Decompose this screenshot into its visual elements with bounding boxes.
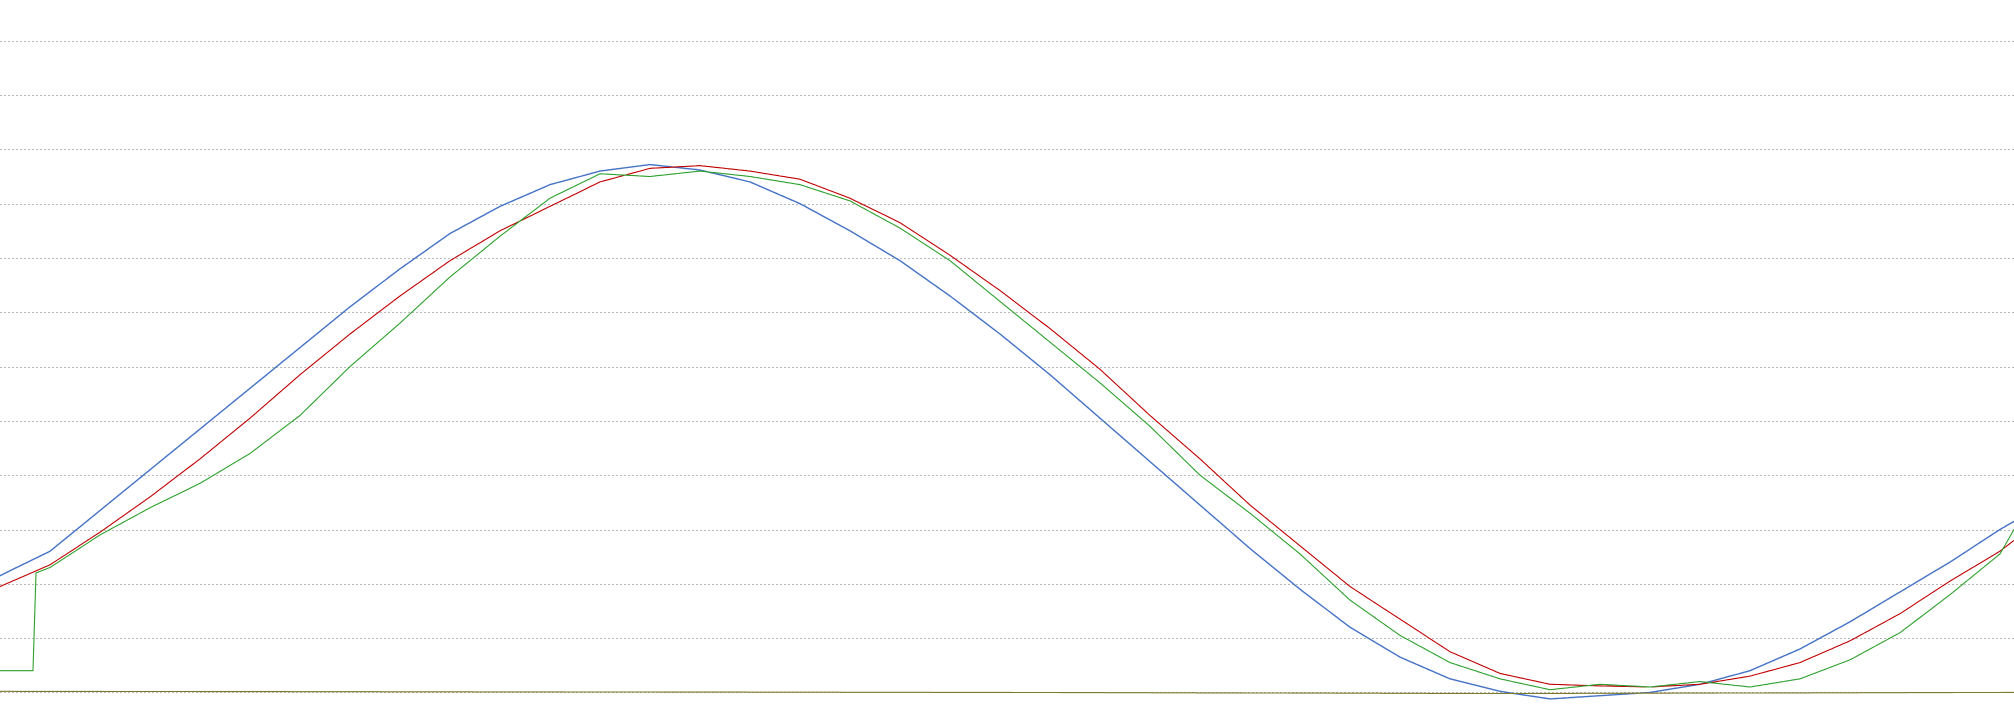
- series-line-2: [0, 170, 2014, 691]
- series-line-1: [0, 165, 2014, 688]
- series-line-3: [0, 690, 2014, 695]
- gridlines: [0, 41, 2014, 693]
- series-line-0: [0, 163, 2014, 700]
- series-group: [0, 163, 2014, 700]
